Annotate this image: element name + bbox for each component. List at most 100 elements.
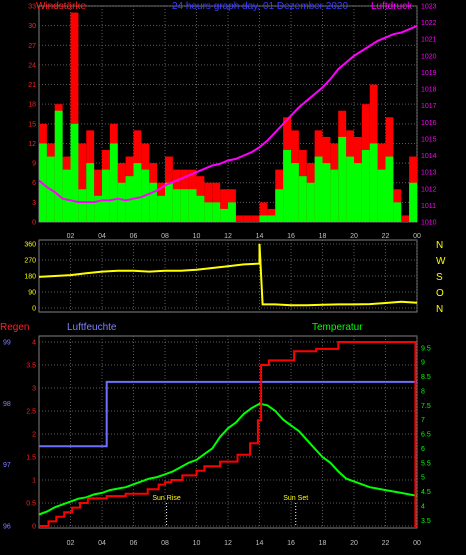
x-tick-label: 10: [193, 540, 201, 547]
temperature-axis-title: Temperatur: [312, 322, 363, 333]
wind-bar: [275, 189, 284, 222]
y-tick-label: 12: [28, 141, 36, 148]
y-right-tick-label: 1023: [421, 4, 437, 11]
rain-tick-label: 3: [32, 386, 36, 393]
wind-bar: [369, 143, 378, 222]
wind-bar: [267, 215, 276, 222]
gust-bar: [78, 143, 87, 222]
temperature-tick-label: 4.5: [421, 489, 431, 496]
humidity-tick-label: 99: [3, 340, 11, 347]
x-tick-label: 08: [161, 233, 169, 240]
y-tick-label: 15: [28, 121, 36, 128]
wind-bar: [54, 110, 63, 222]
y-tick-label: 180: [24, 274, 36, 281]
x-tick-label: 14: [256, 233, 264, 240]
rain-axis-title: Regen: [0, 322, 29, 333]
wind-bar: [109, 143, 118, 222]
y-right-tick-label: 1014: [421, 153, 437, 160]
wind-speed-axis: 0 3 6 9 12 15 18 21 24 27 30 33: [28, 4, 36, 227]
compass-label: O: [436, 288, 444, 299]
sun-markers: Sun Rise Sun Set: [152, 495, 308, 526]
temperature-tick-label: 3.5: [421, 518, 431, 525]
temperature-tick-label: 5.5: [421, 460, 431, 467]
y-right-tick-label: 1019: [421, 70, 437, 77]
y-right-tick-label: 1011: [421, 203, 436, 210]
y-tick-label: 3: [32, 200, 36, 207]
y-right-tick-label: 1021: [421, 37, 437, 44]
x-axis: 02 04 06 08 10 12 14 16 18 20 22 00: [67, 233, 421, 240]
y-tick-label: 27: [28, 43, 36, 50]
wind-bars: [39, 110, 417, 222]
x-tick-label: 22: [382, 233, 390, 240]
rain-line: [39, 341, 417, 527]
rain-tick-label: 0.5: [26, 501, 36, 508]
right-axis-title: Luftdruck: [371, 1, 413, 12]
x-tick-label: 14: [256, 540, 264, 547]
wind-bar: [149, 182, 158, 222]
sun-marker-label: Sun Set: [283, 495, 308, 502]
wind-direction-line: [38, 243, 418, 307]
x-tick-label: 10: [193, 233, 201, 240]
wind-bar: [298, 176, 307, 222]
temperature-tick-label: 8: [421, 388, 425, 395]
y-tick-label: 24: [28, 62, 36, 69]
x-tick-label: 12: [224, 233, 232, 240]
wind-bar: [196, 195, 205, 222]
x-tick-label: 20: [350, 233, 358, 240]
x-tick-label: 20: [350, 540, 358, 547]
x-tick-label: 06: [130, 540, 138, 547]
rain-tick-label: 2: [32, 432, 36, 439]
wind-bar: [361, 150, 370, 222]
humidity-axis-title: Luftfeuchte: [67, 322, 117, 333]
wind-bar: [180, 189, 189, 222]
y-tick-label: 360: [24, 242, 36, 249]
gust-bar: [235, 215, 244, 222]
temperature-tick-label: 6: [421, 446, 425, 453]
temperature-tick-label: 9: [421, 360, 425, 367]
x-tick-label: 22: [382, 540, 390, 547]
temperature-tick-label: 9.5: [421, 345, 431, 352]
y-tick-label: 30: [28, 23, 36, 30]
wind-bar: [291, 163, 299, 222]
x-tick-label: 00: [413, 233, 421, 240]
humidity-tick-label: 98: [3, 401, 11, 408]
x-tick-label: 02: [67, 540, 75, 547]
pressure-line: [38, 24, 418, 204]
rain-tick-label: 2.5: [26, 409, 36, 416]
x-tick-label: 04: [98, 540, 106, 547]
compass-label: N: [436, 240, 443, 251]
wind-bar: [228, 202, 236, 222]
wind-bar: [70, 123, 79, 222]
rain-tick-label: 1.5: [26, 455, 36, 462]
rain-tick-label: 3.5: [26, 363, 36, 370]
y-right-tick-label: 1018: [421, 87, 437, 94]
wind-bar: [259, 215, 268, 222]
y-tick-label: 9: [32, 161, 36, 168]
wind-bar: [330, 169, 339, 222]
grid: [39, 240, 418, 312]
wind-bar: [354, 163, 362, 222]
y-right-tick-label: 1010: [421, 220, 437, 227]
rain-tick-label: 1: [32, 478, 36, 485]
temperature-tick-label: 4: [421, 503, 425, 510]
wind-bar: [220, 208, 228, 222]
gust-bar: [243, 215, 252, 222]
y-tick-label: 0: [32, 306, 36, 313]
x-tick-label: 02: [67, 233, 75, 240]
y-right-tick-label: 1013: [421, 170, 437, 177]
degree-axis: 360 270 180 90 0: [24, 242, 36, 313]
y-tick-label: 0: [32, 220, 36, 227]
rain-axis: 0 0.5 1 1.5 2 2.5 3 3.5 4: [26, 340, 36, 531]
wind-bar: [117, 182, 126, 222]
wind-bar: [86, 163, 95, 222]
wind-bar: [346, 156, 354, 222]
y-right-tick-label: 1022: [421, 20, 437, 27]
rain-tick-label: 0: [32, 524, 36, 531]
y-right-tick-label: 1020: [421, 53, 437, 60]
x-tick-label: 18: [319, 540, 327, 547]
wind-bar: [338, 136, 347, 222]
